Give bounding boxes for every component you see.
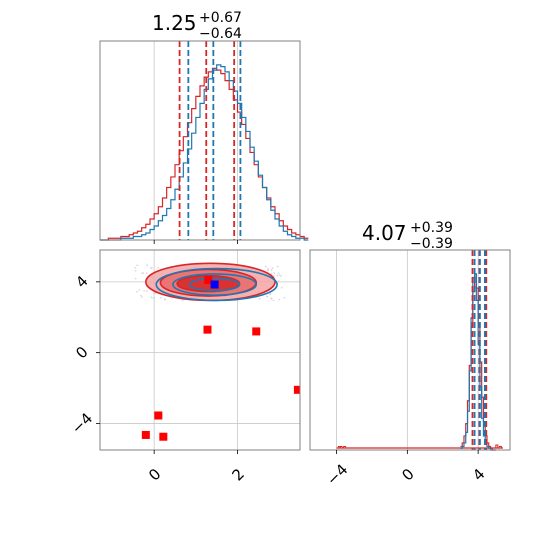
sample-point [272,299,275,302]
sample-point [134,277,137,280]
sample-point [141,296,143,299]
title-2-plus: +0.39 [410,220,453,236]
title-2-value: 4.07 [362,221,407,245]
clip-mask [300,248,309,452]
axes-frame [309,249,511,451]
sample-point [266,295,268,298]
bottom-right-histogram-panel: −4 0 4 [309,249,511,489]
sample-point [278,298,281,301]
sample-point [146,290,148,293]
sample-point [136,264,139,267]
sample-point [143,289,146,292]
red-marker-2 [252,327,261,336]
axes-frame [99,40,301,241]
red-marker-3 [293,385,302,394]
x-tick-label-0: 0 [145,465,164,484]
red-marker-1 [203,325,212,334]
x-tick-label-1: 2 [228,465,247,484]
sample-point [146,264,148,267]
title-1-value: 1.25 [152,11,197,35]
sample-point [138,288,141,291]
sample-point [160,296,162,299]
sample-point [134,269,137,272]
red-marker-5 [141,430,150,439]
sample-point [140,294,142,297]
top-left-histogram-panel [99,40,309,244]
sample-point [134,266,137,269]
red-outlier-bin-4 [498,446,502,449]
axes-frame [99,249,301,451]
sample-point [270,272,273,275]
x-tick-label-2: 4 [469,465,488,484]
y-tick-label-0: −4 [68,409,96,437]
y-tick-label-2: 4 [72,272,91,291]
bottom-left-scatter-panel: 0 2 −4 0 4 [68,248,309,484]
sample-point [271,267,274,270]
histogram-red [100,67,309,241]
sample-point [150,296,153,299]
title-2-minus: −0.39 [410,236,453,252]
sample-point [267,269,269,272]
sample-point [154,292,157,295]
sample-point [152,292,155,294]
blue-contour-2 [188,277,241,292]
red-outlier-bin-2 [343,446,347,449]
sample-point [283,296,286,299]
title-1-minus: −0.64 [199,26,242,42]
blue-marker-0 [210,280,219,289]
red-outlier-bin-3 [495,444,499,449]
blue-contour-0 [155,267,278,302]
sample-point [141,272,143,275]
red-marker-4 [154,411,163,420]
histogram-blue [100,64,309,241]
y-tick-label-1: 0 [72,343,91,362]
sample-point [269,293,271,296]
top-left-title: 1.25 +0.67 −0.64 [152,10,242,42]
sample-point [145,272,148,274]
sample-point [163,298,166,301]
sample-point [276,274,279,277]
x-tick-label-0: −4 [323,461,351,489]
red-marker-6 [159,432,168,441]
sample-point [150,267,152,269]
blue-contour-1 [172,273,258,296]
sample-point [270,269,273,271]
sample-point [157,266,160,269]
sample-point [280,275,282,277]
histogram-red [460,273,496,451]
title-1-plus: +0.67 [199,10,242,26]
histogram-blue [460,273,496,451]
sample-point [136,290,138,293]
bottom-right-title: 4.07 +0.39 −0.39 [362,220,453,252]
sample-point [181,299,184,302]
sample-point [258,298,261,300]
sample-point [270,297,273,300]
x-tick-label-1: 0 [398,465,417,484]
sample-point [276,265,279,268]
sample-point [277,272,280,275]
sample-point [152,297,155,299]
sample-point [273,272,275,274]
sample-point [264,265,267,268]
sample-point [277,280,280,282]
red-marker-0 [204,276,213,285]
sample-point [280,286,283,289]
red-outlier-bin-1 [339,446,343,449]
